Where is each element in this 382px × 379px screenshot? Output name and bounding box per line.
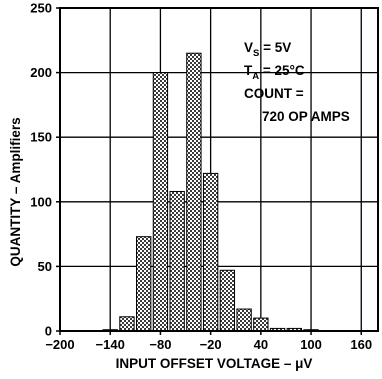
y-tick-label: 50 xyxy=(38,259,52,274)
y-tick-labels: 0 50 100 150 200 250 xyxy=(30,1,52,339)
y-tick-label: 0 xyxy=(45,324,52,339)
x-tick-label: 160 xyxy=(350,337,372,352)
histogram-bar xyxy=(253,317,269,332)
count-label: COUNT = xyxy=(244,86,304,101)
x-tick-label: −200 xyxy=(45,337,74,352)
y-tick-label: 200 xyxy=(30,65,52,80)
x-tick-label: 40 xyxy=(254,337,268,352)
y-tick-label: 150 xyxy=(30,130,52,145)
histogram-bar xyxy=(219,269,236,332)
x-tick-label: −80 xyxy=(149,337,171,352)
histogram-bar xyxy=(136,236,152,332)
axis-ticks xyxy=(56,7,363,335)
ambient-temp-label: TA = 25°C xyxy=(244,63,305,82)
histogram-bar xyxy=(119,316,135,332)
histogram-bar xyxy=(169,190,185,332)
x-tick-labels: −200 −140 −80 −20 40 100 160 xyxy=(45,337,372,352)
x-axis-title: INPUT OFFSET VOLTAGE – μV xyxy=(116,356,313,371)
histogram-bar xyxy=(202,172,219,332)
conditions-annotation: VS = 5V TA = 25°C COUNT = 720 OP AMPS xyxy=(244,40,350,124)
y-axis-title: QUANTITY – Amplifiers xyxy=(8,117,23,266)
plot-frame xyxy=(59,7,379,332)
x-tick-label: −20 xyxy=(200,337,222,352)
count-value: 720 OP AMPS xyxy=(262,109,350,124)
grid-lines xyxy=(60,8,378,331)
histogram-bars xyxy=(102,52,319,332)
x-tick-label: 100 xyxy=(300,337,322,352)
histogram-bar xyxy=(186,52,202,332)
x-tick-label: −140 xyxy=(96,337,125,352)
histogram-bar xyxy=(152,72,169,332)
histogram-bar xyxy=(236,308,252,332)
supply-voltage-label: VS = 5V xyxy=(244,40,291,59)
y-tick-label: 100 xyxy=(30,194,52,209)
y-tick-label: 250 xyxy=(30,1,52,16)
